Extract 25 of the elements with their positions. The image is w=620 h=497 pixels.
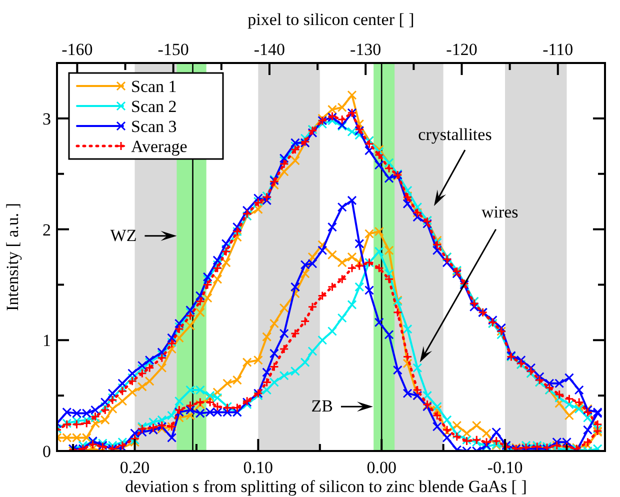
y-tick-label: 1 [42, 331, 51, 350]
x2-tick-label: -120 [446, 40, 478, 59]
y-tick-label: 3 [42, 109, 51, 128]
x2-axis-title: pixel to silicon center [ ] [248, 10, 414, 29]
x-tick-label: 0.20 [120, 458, 150, 477]
x2-tick-label: -140 [254, 40, 286, 59]
legend-label: Average [131, 137, 188, 156]
legend-label: Scan 2 [131, 97, 177, 116]
x2-tick-label: -150 [158, 40, 189, 59]
x-axis-title: deviation s from splitting of silicon to zinc blende GaAs [ ] [125, 477, 527, 496]
annotation: WZ [110, 226, 137, 245]
annotation: ZB [311, 396, 333, 416]
annotation: crystallites [418, 125, 492, 144]
annotation: wires [481, 202, 518, 222]
y-tick-label: 2 [42, 220, 51, 240]
x-tick-label: 0.00 [366, 458, 396, 477]
legend-label: Scan 1 [131, 77, 177, 96]
x-tick-label: -0.10 [487, 458, 523, 477]
x-tick-label: 0.10 [243, 458, 274, 477]
x2-tick-label: -160 [62, 40, 93, 59]
x2-tick-label: -130 [350, 40, 382, 59]
x2-tick-label: -110 [542, 40, 574, 59]
legend-label: Scan 3 [131, 117, 177, 136]
y-tick-label: 0 [42, 442, 51, 461]
y-axis-title: Intensity [ a.u. ] [3, 202, 22, 312]
